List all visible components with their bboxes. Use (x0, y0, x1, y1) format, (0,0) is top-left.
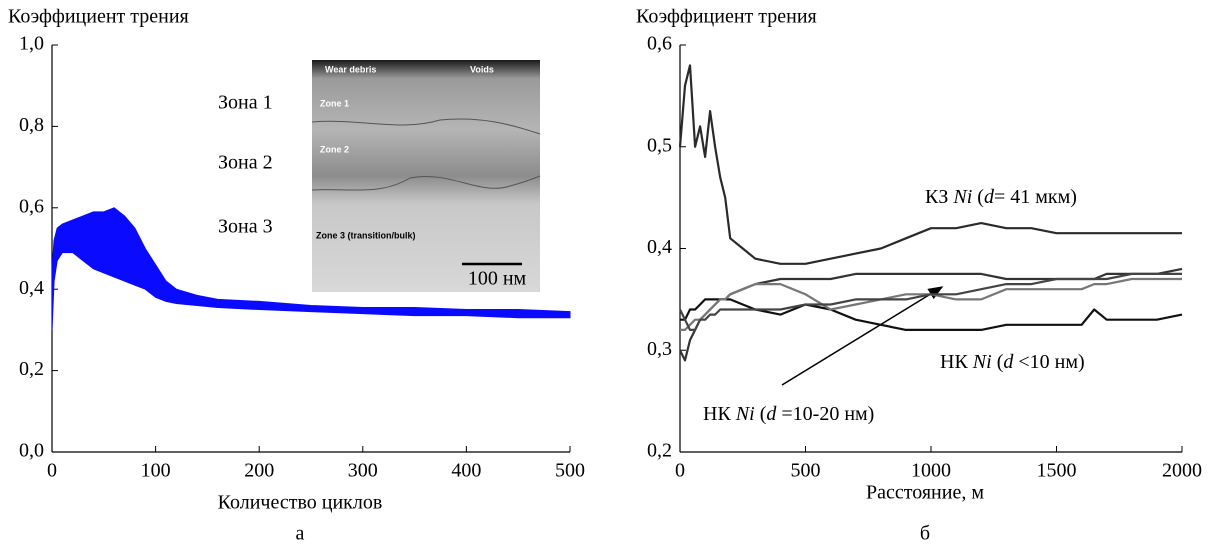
panel-label: б (920, 523, 930, 545)
arrow (781, 286, 944, 386)
x-tick-label: 1500 (1037, 460, 1077, 482)
x-tick-label: 0 (675, 460, 685, 482)
y-tick-label: 0,6 (19, 195, 44, 217)
zone-label: Зона 2 (218, 152, 273, 174)
zone-label: Зона 1 (218, 92, 273, 114)
y-tick-label: 0,2 (19, 358, 44, 380)
y-tick-label: 0,3 (647, 338, 672, 360)
series-line (680, 277, 1182, 331)
annotation-part: d (766, 403, 777, 425)
x-tick-label: 1000 (911, 460, 951, 482)
zone-label: Зона 3 (218, 216, 273, 238)
y-tick-label: 0,6 (647, 33, 672, 55)
annotation: НК Ni (d <10 нм) (940, 351, 1085, 373)
y-tick-label: 1,0 (19, 33, 44, 55)
y-tick-label: 0,0 (19, 440, 44, 462)
annotation-part: = 41 мкм) (994, 186, 1077, 208)
y-tick-label: 0,2 (647, 440, 672, 462)
y-tick-label: 0,4 (647, 236, 672, 258)
series-line (679, 272, 1182, 331)
series-line (680, 298, 1183, 331)
x-axis-title: Количество циклов (218, 492, 383, 514)
inset-label: Zone 2 (320, 144, 349, 154)
x-tick-label: 100 (141, 460, 171, 482)
zone-boundary (311, 118, 541, 135)
inset-image (311, 60, 541, 292)
annotation-part: ( (992, 351, 1004, 373)
inset-label: Zone 1 (320, 98, 349, 108)
y-axis-title: Коэффициент трения (636, 6, 817, 28)
series-line (678, 64, 1182, 265)
x-tick-label: 200 (244, 460, 274, 482)
x-tick-label: 2000 (1162, 460, 1202, 482)
annotation-part: Ni (972, 351, 992, 373)
annotation-part: ( (755, 403, 767, 425)
inset-label: Zone 3 (transition/bulk) (316, 230, 416, 240)
x-axis-title: Расстояние, м (866, 482, 984, 504)
annotation: НК Ni (d =10-20 нм) (703, 403, 874, 425)
annotation-part: Ni (735, 403, 755, 425)
y-tick-label: 0,5 (647, 134, 672, 156)
annotation-part: ( (972, 186, 984, 208)
y-axis-title: Коэффициент трения (8, 6, 189, 28)
annotation-part: Ni (952, 186, 972, 208)
band-area (51, 207, 571, 330)
x-tick-label: 400 (451, 460, 481, 482)
y-tick-label: 0,4 (19, 277, 44, 299)
inset-label: Wear debris (325, 64, 376, 74)
x-tick-label: 300 (348, 460, 378, 482)
annotation-part: =10-20 нм) (776, 403, 874, 425)
series-line (679, 267, 1183, 362)
x-tick-label: 500 (555, 460, 585, 482)
scale-bar-label: 100 нм (468, 268, 527, 290)
inset-label: Voids (470, 64, 494, 74)
x-tick-label: 0 (47, 460, 57, 482)
panel-label: а (296, 523, 305, 545)
y-tick-label: 0,8 (19, 114, 44, 136)
x-tick-label: 500 (791, 460, 821, 482)
annotation-part: d (984, 186, 995, 208)
annotation-part: НК (940, 351, 973, 373)
zone-boundary (311, 175, 541, 191)
annotation-part: <10 нм) (1013, 351, 1084, 373)
annotation-part: КЗ (925, 186, 953, 208)
annotation-part: НК (703, 403, 736, 425)
annotation-part: d (1003, 351, 1014, 373)
annotation: КЗ Ni (d= 41 мкм) (925, 186, 1077, 208)
